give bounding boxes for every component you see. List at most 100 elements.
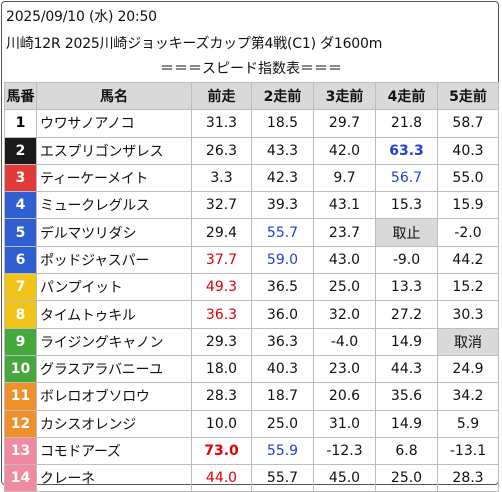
5-back-index: 15.9 <box>437 191 499 220</box>
col-header-name: 馬名 <box>36 81 192 111</box>
5-back-index: 34.2 <box>437 382 499 411</box>
4-back-index: 14.9 <box>375 409 438 438</box>
2-back-index: 55.9 <box>251 436 314 466</box>
3-back-index: 43.1 <box>313 191 376 220</box>
col-header-5back: 5走前 <box>437 81 499 111</box>
table-row: 11 ボレロオブソロウ 28.3 18.7 20.6 35.6 34.2 <box>4 382 499 411</box>
horse-name: エスプリゴンザレス <box>36 136 192 165</box>
horse-number: 6 <box>4 245 37 275</box>
speed-index-table: 馬番 馬名 前走 2走前 3走前 4走前 5走前 1 ウワサノアノコ 31.3 18.… <box>4 81 499 492</box>
last-race-index: 73.0 <box>191 436 252 466</box>
horse-name: ボレロオブソロウ <box>36 382 192 411</box>
horse-number: 12 <box>4 409 37 438</box>
2-back-index: 25.0 <box>251 409 314 438</box>
horse-name: ミュークレグルス <box>36 191 192 220</box>
horse-number: 3 <box>4 163 37 193</box>
4-back-index: 取止 <box>375 218 438 247</box>
table-row: 12 カシスオレンジ 10.0 25.0 31.0 14.9 5.9 <box>4 409 499 438</box>
4-back-index: 15.3 <box>375 191 438 220</box>
last-race-index: 44.0 <box>191 464 252 492</box>
col-header-2back: 2走前 <box>251 81 314 111</box>
4-back-index: 21.8 <box>375 109 438 138</box>
2-back-index: 40.3 <box>251 354 314 384</box>
4-back-index: 13.3 <box>375 273 438 302</box>
table-row: 7 パンプイット 49.3 36.5 25.0 13.3 15.2 <box>4 273 499 302</box>
horse-name: ウワサノアノコ <box>36 109 192 138</box>
last-race-index: 36.3 <box>191 300 252 329</box>
last-race-index: 31.3 <box>191 109 252 138</box>
4-back-index: 44.3 <box>375 354 438 384</box>
table-row: 2 エスプリゴンザレス 26.3 43.3 42.0 63.3 40.3 <box>4 136 499 165</box>
5-back-index: -13.1 <box>437 436 499 466</box>
3-back-index: 31.0 <box>313 409 376 438</box>
header-row: 馬番 馬名 前走 2走前 3走前 4走前 5走前 <box>4 81 499 111</box>
horse-name: ライジングキャノン <box>36 327 192 356</box>
col-header-3back: 3走前 <box>313 81 376 111</box>
horse-number: 11 <box>4 382 37 411</box>
4-back-index: 14.9 <box>375 327 438 356</box>
table-row: 10 グラスアラバニーユ 18.0 40.3 23.0 44.3 24.9 <box>4 354 499 384</box>
4-back-index: 6.8 <box>375 436 438 466</box>
horse-name: パンプイット <box>36 273 192 302</box>
3-back-index: 23.0 <box>313 354 376 384</box>
horse-number: 13 <box>4 436 37 466</box>
last-race-index: 37.7 <box>191 245 252 275</box>
horse-name: コモドアーズ <box>36 436 192 466</box>
3-back-index: 20.6 <box>313 382 376 411</box>
2-back-index: 18.7 <box>251 382 314 411</box>
4-back-index: 63.3 <box>375 136 438 165</box>
4-back-index: 56.7 <box>375 163 438 193</box>
col-header-last: 前走 <box>191 81 252 111</box>
3-back-index: -4.0 <box>313 327 376 356</box>
3-back-index: 29.7 <box>313 109 376 138</box>
last-race-index: 49.3 <box>191 273 252 302</box>
last-race-index: 32.7 <box>191 191 252 220</box>
horse-name: カシスオレンジ <box>36 409 192 438</box>
last-race-index: 10.0 <box>191 409 252 438</box>
5-back-index: -2.0 <box>437 218 499 247</box>
horse-name: グラスアラバニーユ <box>36 354 192 384</box>
5-back-index: 30.3 <box>437 300 499 329</box>
3-back-index: 42.0 <box>313 136 376 165</box>
horse-name: ポッドジャスパー <box>36 245 192 275</box>
5-back-index: 取消 <box>437 327 499 356</box>
4-back-index: 25.0 <box>375 464 438 492</box>
horse-number: 8 <box>4 300 37 329</box>
last-race-index: 3.3 <box>191 163 252 193</box>
3-back-index: 9.7 <box>313 163 376 193</box>
horse-number: 4 <box>4 191 37 220</box>
race-title: 川崎12R 2025川崎ジョッキーズカップ第4戦(C1) ダ1600m <box>6 36 383 52</box>
horse-number: 5 <box>4 218 37 247</box>
horse-number: 7 <box>4 273 37 302</box>
5-back-index: 24.9 <box>437 354 499 384</box>
3-back-index: 32.0 <box>313 300 376 329</box>
race-datetime: 2025/09/10 (水) 20:50 <box>6 9 157 25</box>
table-row: 13 コモドアーズ 73.0 55.9 -12.3 6.8 -13.1 <box>4 436 499 466</box>
5-back-index: 15.2 <box>437 273 499 302</box>
5-back-index: 55.0 <box>437 163 499 193</box>
table-row: 4 ミュークレグルス 32.7 39.3 43.1 15.3 15.9 <box>4 191 499 220</box>
last-race-index: 28.3 <box>191 382 252 411</box>
last-race-index: 29.3 <box>191 327 252 356</box>
col-header-number: 馬番 <box>4 81 37 111</box>
last-race-index: 29.4 <box>191 218 252 247</box>
2-back-index: 43.3 <box>251 136 314 165</box>
3-back-index: 23.7 <box>313 218 376 247</box>
last-race-index: 18.0 <box>191 354 252 384</box>
horse-number: 2 <box>4 136 37 165</box>
4-back-index: 35.6 <box>375 382 438 411</box>
3-back-index: 25.0 <box>313 273 376 302</box>
2-back-index: 36.0 <box>251 300 314 329</box>
table-row: 1 ウワサノアノコ 31.3 18.5 29.7 21.8 58.7 <box>4 109 499 138</box>
horse-name: タイムトゥキル <box>36 300 192 329</box>
horse-name: デルマツリダシ <box>36 218 192 247</box>
2-back-index: 18.5 <box>251 109 314 138</box>
table-row: 8 タイムトゥキル 36.3 36.0 32.0 27.2 30.3 <box>4 300 499 329</box>
2-back-index: 59.0 <box>251 245 314 275</box>
3-back-index: 43.0 <box>313 245 376 275</box>
2-back-index: 36.3 <box>251 327 314 356</box>
2-back-index: 36.5 <box>251 273 314 302</box>
last-race-index: 26.3 <box>191 136 252 165</box>
4-back-index: 27.2 <box>375 300 438 329</box>
2-back-index: 42.3 <box>251 163 314 193</box>
